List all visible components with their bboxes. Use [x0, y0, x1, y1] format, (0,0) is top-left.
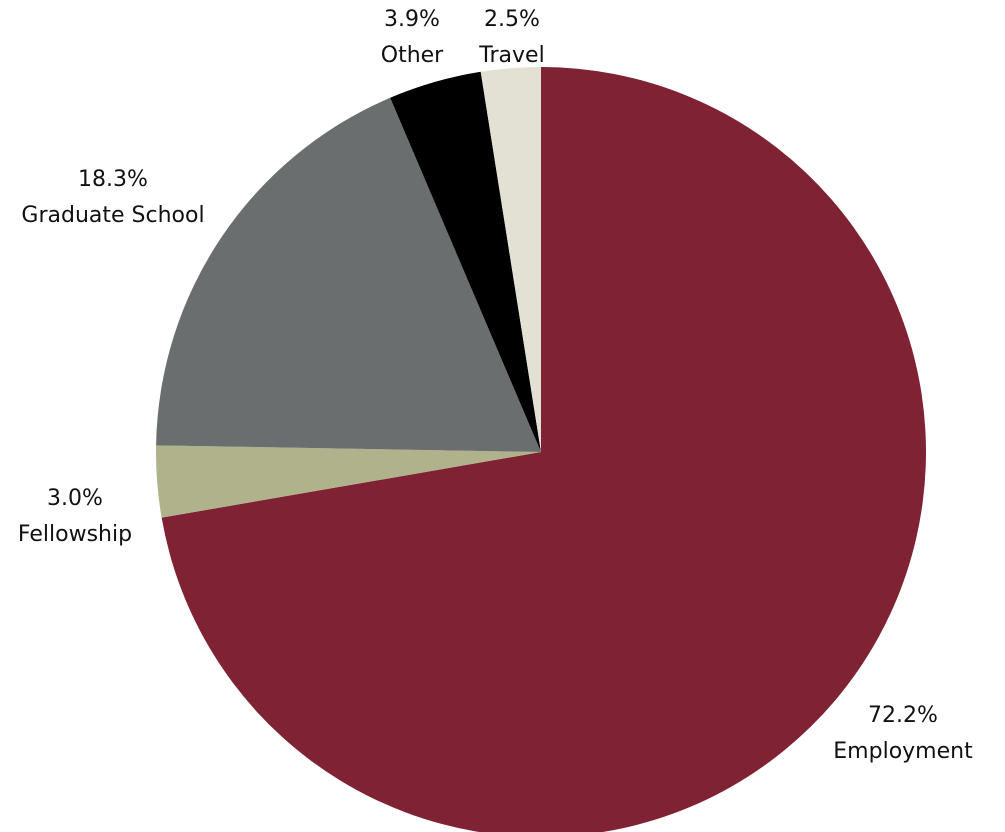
pie-slice-travel: [480, 67, 541, 452]
pie-slices: [156, 67, 926, 832]
slice-value-label: 72.2%: [868, 703, 938, 728]
pie-labels: 72.2% Employment 3.0% Fellowship 18.3% Gradua…: [18, 7, 973, 764]
slice-value-label: 3.0%: [47, 486, 103, 511]
slice-category-label: Graduate School: [21, 203, 204, 228]
slice-value-label: 2.5%: [484, 7, 540, 32]
pie-slice-employment: [161, 67, 926, 832]
slice-value-label: 18.3%: [78, 167, 148, 192]
slice-category-label: Employment: [833, 739, 973, 764]
pie-slice-other: [390, 71, 541, 452]
slice-value-label: 3.9%: [384, 7, 440, 32]
slice-category-label: Fellowship: [18, 522, 132, 547]
pie-slice-fellowship: [156, 445, 542, 518]
pie-slice-graduate-school: [156, 97, 541, 453]
slice-category-label: Travel: [478, 43, 544, 68]
slice-category-label: Other: [381, 43, 444, 68]
